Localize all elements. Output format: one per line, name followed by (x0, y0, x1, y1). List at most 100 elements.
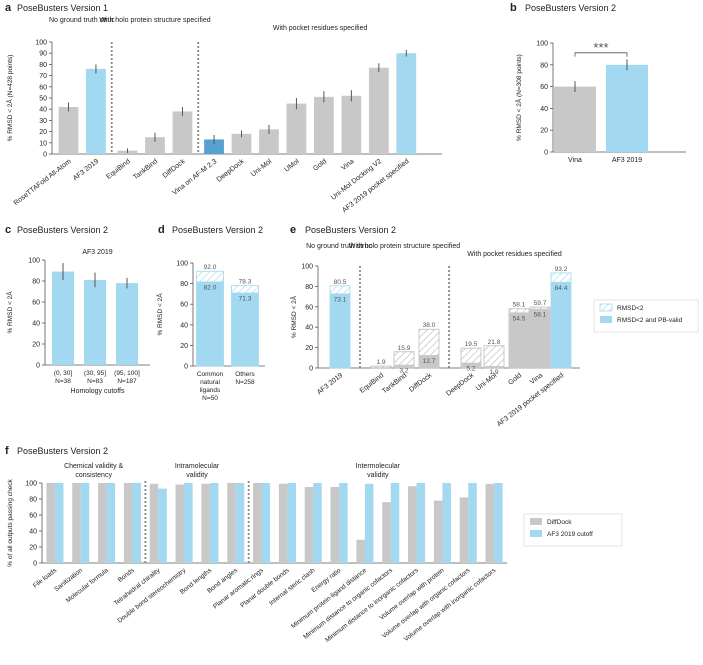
panel-a-group-label: No ground truth struc (49, 17, 115, 24)
panel-a-ytick-label: 50 (39, 96, 47, 103)
panel-d-category-n: N=258 (235, 379, 255, 386)
panel-e-valid-label: 3.2 (399, 368, 408, 375)
panel-c-x-label: Homology cutoffs (71, 388, 125, 395)
panel-e-total-label: 80.5 (334, 279, 347, 286)
panel-f-bar-diffdock (98, 483, 107, 563)
panel-a-bar (145, 137, 165, 154)
panel-b-significance-bracket (574, 52, 628, 57)
panel-e-y-label: % RMSD < 2Å (289, 295, 298, 338)
panel-a-ytick-label: 100 (35, 40, 47, 47)
panel-b-category-label: Vina (568, 157, 582, 164)
panel-a-category-label: Uni-Mol Docking V2 (330, 158, 383, 202)
panel-f-bar-af3 (339, 483, 348, 563)
panel-f-bar-af3 (132, 483, 141, 563)
panel-f-ytick-label: 60 (29, 513, 37, 520)
panel-d-bar-valid (196, 281, 224, 366)
panel-b-bar (606, 64, 648, 152)
panel-a-bar (341, 95, 362, 154)
panel-f-bar-diffdock (330, 487, 340, 563)
panel-e-ytick-label: 20 (305, 345, 313, 352)
panel-e-total-label: 1.9 (376, 359, 385, 366)
panel-f-group-label: Chemical validity & consistency (64, 463, 123, 479)
panel-d-title: PoseBusters Version 2 (172, 225, 263, 235)
panel-f-bar-diffdock (123, 483, 133, 563)
panel-c-category-n: N=187 (117, 378, 137, 385)
panel-f-bar-af3 (158, 488, 167, 563)
panel-e-category-label: Vina (529, 372, 544, 386)
panel-e-total-label: 38.0 (423, 322, 436, 329)
panel-e-bar-total (483, 345, 505, 369)
panel-c-category-label: (0, 30] (54, 370, 73, 377)
panel-e-ytick-label: 60 (305, 304, 313, 311)
panel-f-bar-af3 (209, 483, 219, 563)
panel-a-category-label: DiffDock (162, 158, 187, 180)
panel-d-ytick-label: 80 (180, 281, 188, 288)
panel-a-title: PoseBusters Version 1 (17, 3, 108, 13)
panel-c-category-n: N=38 (55, 378, 71, 385)
panel-f-bar-diffdock (72, 483, 81, 563)
panel-e-valid-label: 5.2 (466, 366, 475, 373)
panel-f-bar-diffdock (433, 500, 443, 563)
panel-f-category-label: Minimum distance to inorganic cofactors (324, 567, 420, 644)
panel-a-letter: a (5, 2, 12, 14)
panel-d-category-label-line: ligands (200, 387, 221, 394)
panel-b-ytick-label: 80 (540, 62, 548, 69)
panel-f-bar-af3 (80, 483, 90, 563)
panel-e-legend-swatch (600, 316, 612, 323)
panel-a-category-label: Vina (340, 158, 355, 172)
panel-e-bar-valid (394, 364, 414, 368)
panel-e-bar-total (370, 365, 392, 369)
panel-e-title: PoseBusters Version 2 (305, 225, 396, 235)
panel-b-category-label: AF3 2019 (612, 157, 642, 164)
panel-e-group-label: With pocket residues specified (467, 251, 562, 258)
panel-f-legend-swatch (530, 530, 542, 537)
panel-f-group-label: Intramolecular validity (175, 463, 220, 479)
panel-a-category-label: TankBind (132, 158, 159, 181)
panel-f-group-label-line: consistency (75, 472, 112, 479)
panel-f-ytick-label: 20 (29, 545, 37, 552)
panel-f-bar-diffdock (227, 483, 236, 563)
panel-a-bar (259, 129, 279, 154)
panel-c-bar (116, 283, 138, 365)
panel-f-bar-diffdock (175, 484, 185, 563)
panel-f-bar-diffdock (278, 483, 288, 563)
panel-f-legend-label: DiffDock (547, 519, 572, 526)
panel-f-category-label: Tetrahedral chirality (113, 567, 162, 608)
panel-e-total-label: 21.8 (488, 339, 501, 346)
panel-a-ytick-label: 20 (39, 129, 47, 136)
panel-a-ytick-label: 10 (39, 140, 47, 147)
panel-e-total-label: 58.1 (513, 302, 526, 309)
panel-d-valid-label: 71.3 (239, 296, 252, 303)
panel-e-valid-label: 73.1 (334, 296, 347, 303)
panel-a-bar (204, 139, 224, 154)
panel-b-letter: b (510, 2, 517, 14)
panel-e-valid-label: 12.7 (423, 358, 436, 365)
panel-e-category-label: DiffDock (408, 372, 433, 394)
panel-e-group-label: With holo protein structure specified (349, 243, 460, 250)
panel-e-bar-valid (419, 355, 439, 368)
panel-a-group-label: With pocket residues specified (273, 25, 368, 32)
panel-e-valid-label: 54.5 (513, 315, 526, 322)
panel-a-ytick-label: 40 (39, 107, 47, 114)
panel-b-significance-label: *** (593, 40, 608, 55)
panel-c-ytick-label: 20 (32, 342, 40, 349)
panel-f-group-label-line: Intermolecular (356, 463, 401, 470)
panel-f-bar-af3 (106, 483, 116, 563)
panel-d-category-label: Others (235, 371, 255, 378)
panel-f-category-label: Volume overlap with inorganic cofactors (403, 567, 498, 643)
panel-e-bar-valid (530, 308, 550, 368)
panel-d-ytick-label: 60 (180, 302, 188, 309)
panel-f-group-label-line: Intramolecular (175, 463, 220, 470)
panel-a-ytick-label: 0 (43, 152, 47, 159)
panel-f-bar-af3 (313, 483, 322, 563)
panel-f-ytick-label: 100 (25, 481, 37, 488)
panel-e-total-label: 19.5 (465, 341, 478, 348)
panel-a-bar (368, 67, 389, 154)
panel-e-group-label: No ground truth struc (306, 243, 372, 250)
panel-d-ytick-label: 20 (180, 343, 188, 350)
panel-a-category-label: RoseTTAFold All-Atom (13, 158, 73, 207)
panel-b-ytick-label: 0 (544, 150, 548, 157)
panel-b-ytick-label: 100 (536, 41, 548, 48)
panel-d-total-label: 92.0 (204, 264, 217, 271)
panel-c-category-label: (30, 95] (84, 370, 106, 377)
